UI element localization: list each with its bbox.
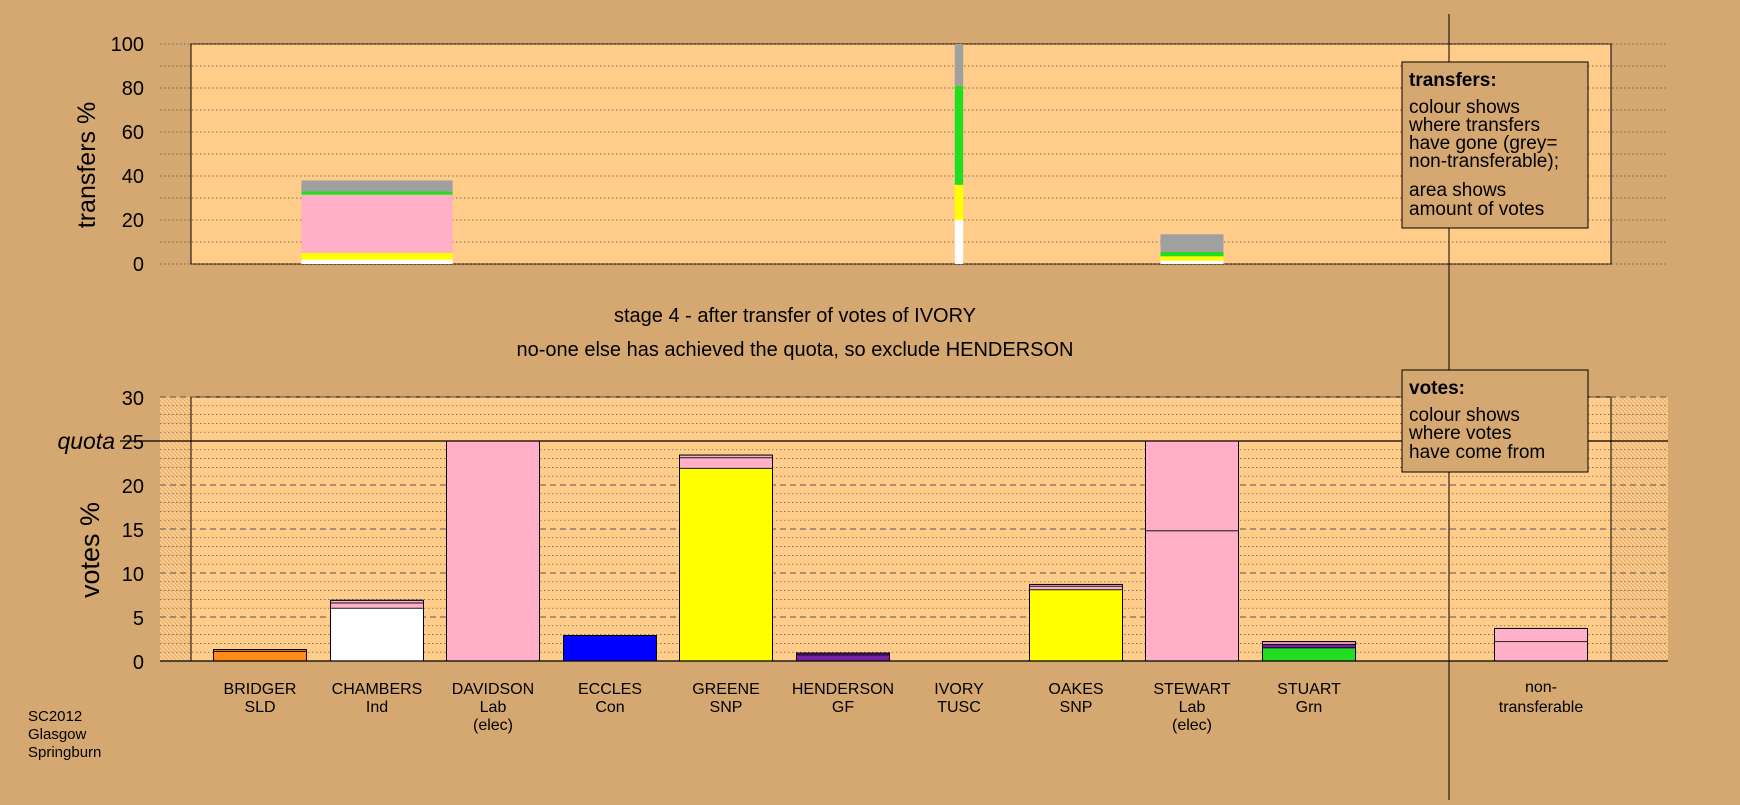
transfers-tick-label: 60 xyxy=(122,122,144,144)
label-greene-party: SNP xyxy=(710,699,743,716)
transfer-segment xyxy=(1160,256,1224,261)
stage-caption: stage 4 - after transfer of votes of IVO… xyxy=(614,305,976,327)
label-henderson-party: GF xyxy=(832,699,854,716)
transfers-legend: transfers: colour shows where transfers … xyxy=(1401,61,1589,229)
label-stuart-name: STUART xyxy=(1277,681,1341,698)
transfers-tick-label: 100 xyxy=(111,34,144,56)
votes-tick-label: 0 xyxy=(133,652,144,674)
transfers-legend-line-5: area shows xyxy=(1409,180,1506,201)
transfers-tick-label: 80 xyxy=(122,78,144,100)
label-stewart-status: (elec) xyxy=(1172,717,1212,734)
vote-segment xyxy=(1029,585,1123,591)
transfers-legend-line-4: non-transferable); xyxy=(1409,151,1559,172)
label-davidson-status: (elec) xyxy=(473,717,513,734)
votes-tick-label: 5 xyxy=(133,608,144,630)
votes-tick-label: 30 xyxy=(122,388,144,410)
label-nontransferable-1: non- xyxy=(1525,679,1557,696)
quota-label: quota xyxy=(57,428,115,454)
votes-legend-title: votes: xyxy=(1409,378,1465,399)
vote-segment xyxy=(1494,628,1588,643)
vote-segment xyxy=(1145,440,1239,532)
label-greene-name: GREENE xyxy=(692,681,760,698)
exclusion-caption: no-one else has achieved the quota, so e… xyxy=(517,339,1074,361)
votes-legend: votes: colour shows where votes have com… xyxy=(1401,369,1589,473)
transfers-legend-line-1: colour shows xyxy=(1409,97,1520,118)
votes-legend-line-1: colour shows xyxy=(1409,405,1520,426)
votes-axis-title: votes % xyxy=(75,502,105,598)
transfer-segment xyxy=(1160,251,1224,257)
vote-segment xyxy=(1029,589,1123,662)
vote-segment xyxy=(679,457,773,469)
transfer-segment xyxy=(301,250,453,253)
label-stewart-name: STEWART xyxy=(1153,681,1231,698)
vote-segment xyxy=(330,602,424,609)
label-chambers-name: CHAMBERS xyxy=(332,681,423,698)
transfers-legend-line-2: where transfers xyxy=(1408,115,1540,136)
label-ivory-party: TUSC xyxy=(937,699,981,716)
label-oakes-name: OAKES xyxy=(1048,681,1103,698)
vote-segment xyxy=(1494,641,1588,662)
votes-tick-label: 25 xyxy=(122,432,144,454)
transfers-legend-line-3: have gone (grey= xyxy=(1409,133,1557,154)
label-stewart-party: Lab xyxy=(1179,699,1206,716)
label-chambers-party: Ind xyxy=(366,699,388,716)
vote-segment xyxy=(679,467,773,662)
transfers-tick-label: 40 xyxy=(122,166,144,188)
transfers-tick-label: 0 xyxy=(133,254,144,276)
label-henderson-name: HENDERSON xyxy=(792,681,894,698)
votes-legend-line-2: where votes xyxy=(1408,423,1511,444)
label-davidson-party: Lab xyxy=(480,699,507,716)
vote-segment xyxy=(446,440,540,662)
label-nontransferable-2: transferable xyxy=(1499,699,1584,716)
vote-segment xyxy=(563,635,657,662)
transfers-legend-line-6: amount of votes xyxy=(1409,199,1544,220)
label-davidson-name: DAVIDSON xyxy=(452,681,534,698)
footnote-line-2: Glasgow xyxy=(28,726,87,743)
transfer-segment xyxy=(301,253,453,260)
vote-segment xyxy=(330,607,424,662)
transfer-segment xyxy=(954,184,964,220)
vote-segment xyxy=(1145,530,1239,662)
transfer-segment xyxy=(954,44,964,86)
vote-segment xyxy=(213,650,307,662)
transfers-legend-title: transfers: xyxy=(1409,70,1497,91)
transfer-segment xyxy=(1160,234,1224,252)
transfer-segment xyxy=(954,85,964,185)
votes-tick-label: 15 xyxy=(122,520,144,542)
transfer-segment xyxy=(301,191,453,195)
candidate-labels: BRIDGER SLD CHAMBERS Ind DAVIDSON Lab (e… xyxy=(224,679,1584,734)
transfer-segment xyxy=(954,220,964,264)
votes-tick-label: 10 xyxy=(122,564,144,586)
transfers-tick-label: 20 xyxy=(122,210,144,232)
footnote-line-1: SC2012 xyxy=(28,708,82,725)
label-eccles-party: Con xyxy=(595,699,624,716)
label-oakes-party: SNP xyxy=(1060,699,1093,716)
vote-segment xyxy=(1262,647,1356,662)
label-stuart-party: Grn xyxy=(1296,699,1323,716)
transfers-axis-title: transfers % xyxy=(73,102,101,228)
label-eccles-name: ECCLES xyxy=(578,681,642,698)
vote-segment xyxy=(796,654,890,662)
vote-segment xyxy=(1262,643,1356,649)
label-bridger-party: SLD xyxy=(244,699,275,716)
footnote-line-3: Springburn xyxy=(28,744,101,761)
label-ivory-name: IVORY xyxy=(934,681,984,698)
label-bridger-name: BRIDGER xyxy=(224,681,297,698)
transfer-segment xyxy=(1160,260,1224,264)
transfer-segment xyxy=(301,180,453,192)
transfer-segment xyxy=(301,259,453,264)
transfer-segment xyxy=(301,194,453,251)
votes-tick-label: 20 xyxy=(122,476,144,498)
votes-legend-line-3: have come from xyxy=(1409,442,1545,463)
